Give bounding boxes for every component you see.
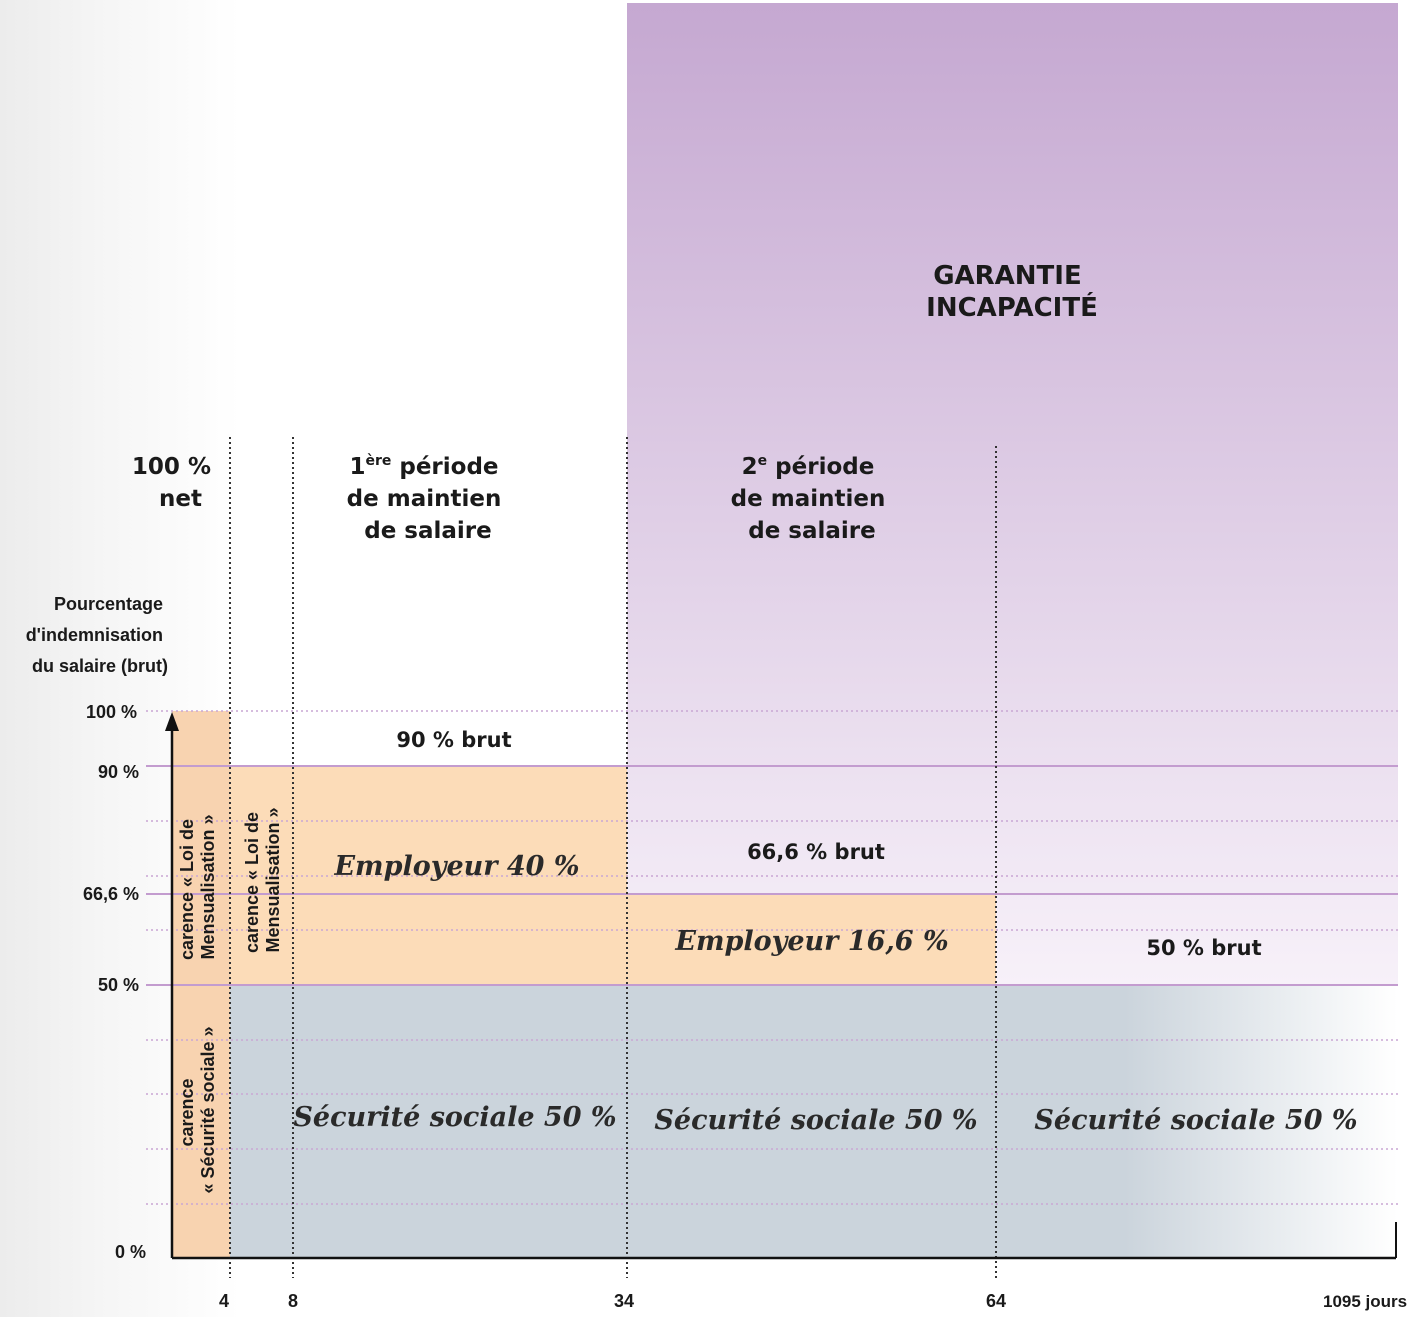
x-tick-1095: 1095 jours — [1323, 1292, 1407, 1311]
period-2-header: 2e période de maintien de salaire — [731, 453, 894, 544]
grid-lines — [146, 710, 1398, 1205]
level-label-50-brut: 50 % brut — [1146, 936, 1261, 960]
label-social-2: Sécurité sociale 50 % — [654, 1105, 977, 1136]
x-tick-34: 34 — [614, 1291, 634, 1311]
label-carence-securite-sociale: carence « Sécurité sociale » — [177, 1026, 218, 1193]
y-tick-0: 0 % — [115, 1242, 146, 1262]
x-tick-4: 4 — [219, 1291, 229, 1311]
y-axis-title: Pourcentage d'indemnisation du salaire (… — [26, 594, 168, 676]
y-tick-50: 50 % — [98, 975, 139, 995]
x-tick-8: 8 — [288, 1291, 298, 1311]
label-social-1: Sécurité sociale 50 % — [293, 1102, 616, 1133]
label-employeur-40: Employeur 40 % — [333, 851, 579, 882]
level-label-90-brut: 90 % brut — [396, 728, 511, 752]
level-lines — [146, 765, 1398, 986]
header-100-net: 100 % net — [132, 454, 219, 512]
label-employeur-16-6: Employeur 16,6 % — [674, 926, 948, 957]
label-carence-mensualisation-b: carence « Loi de Mensualisation » — [242, 807, 283, 953]
x-tick-64: 64 — [986, 1291, 1006, 1311]
y-tick-90: 90 % — [98, 762, 139, 782]
segment-social-2 — [627, 985, 996, 1258]
segment-social-3 — [996, 985, 1398, 1258]
y-axis-arrow-icon — [165, 712, 179, 731]
segment-carence-securite-sociale — [172, 985, 230, 1258]
segment-carence-mensualisation-a — [172, 711, 230, 985]
period-1-header: 1ère période de maintien de salaire — [347, 453, 510, 544]
y-tick-100: 100 % — [86, 702, 137, 722]
segment-social-1 — [230, 985, 627, 1258]
label-carence-mensualisation-a: carence « Loi de Mensualisation » — [177, 814, 218, 960]
period-dividers — [229, 437, 997, 1278]
label-social-3: Sécurité sociale 50 % — [1034, 1105, 1357, 1136]
segment-employeur-16-6 — [627, 894, 996, 985]
chart-title: GARANTIE INCAPACITÉ — [926, 261, 1098, 323]
y-tick-66-6: 66,6 % — [83, 884, 139, 904]
level-label-66-6-brut: 66,6 % brut — [747, 840, 885, 864]
